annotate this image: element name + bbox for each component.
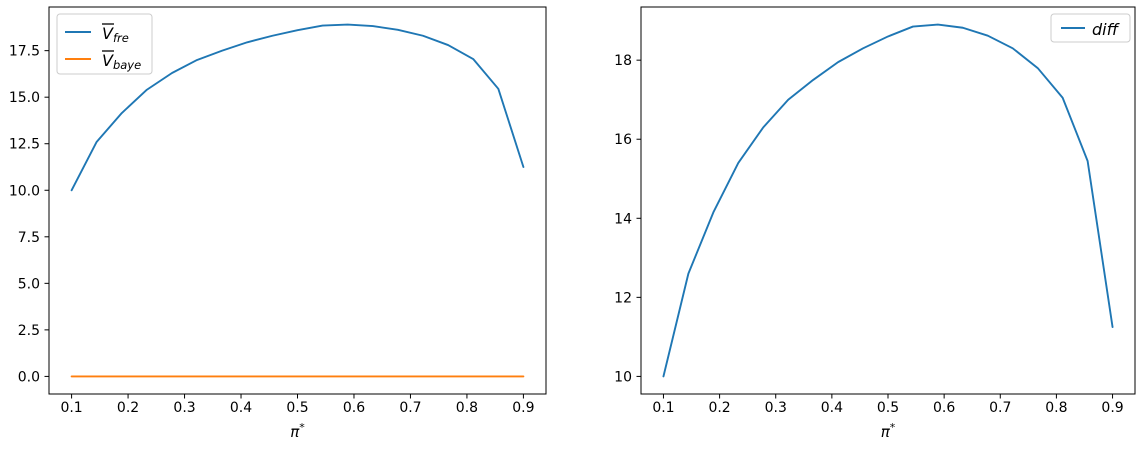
y-tick-label: 16 bbox=[614, 132, 632, 148]
legend: diff bbox=[1050, 13, 1131, 43]
y-tick-label: 12 bbox=[614, 290, 632, 306]
series-line-diff bbox=[662, 23, 1114, 378]
y-tick-label: 14 bbox=[614, 211, 632, 227]
x-axis-label: π* bbox=[290, 421, 305, 441]
y-tick-label: 18 bbox=[614, 53, 632, 69]
x-tick-label: 0.6 bbox=[933, 400, 955, 416]
x-tick-label: 0.3 bbox=[173, 400, 195, 416]
y-tick-label: 7.5 bbox=[18, 230, 40, 246]
x-tick-label: 0.5 bbox=[877, 400, 899, 416]
x-tick-label: 0.3 bbox=[765, 400, 787, 416]
y-tick-label: 10.0 bbox=[9, 183, 40, 199]
x-tick-label: 0.7 bbox=[399, 400, 421, 416]
y-tick-label: 0.0 bbox=[18, 369, 40, 385]
x-tick-label: 0.1 bbox=[652, 400, 674, 416]
x-tick-label: 0.1 bbox=[60, 400, 82, 416]
legend-box bbox=[1050, 13, 1131, 43]
y-tick-label: 12.5 bbox=[9, 137, 40, 153]
x-tick-label: 0.9 bbox=[1101, 400, 1123, 416]
x-tick-label: 0.4 bbox=[230, 400, 252, 416]
y-tick-label: 2.5 bbox=[18, 323, 40, 339]
x-tick-label: 0.8 bbox=[1045, 400, 1067, 416]
y-tick-label: 5.0 bbox=[18, 276, 40, 292]
x-tick-label: 0.2 bbox=[117, 400, 139, 416]
x-tick-label: 0.2 bbox=[708, 400, 730, 416]
plot-border bbox=[640, 6, 1136, 395]
y-tick-label: 17.5 bbox=[9, 44, 40, 60]
y-tick-label: 10 bbox=[614, 369, 632, 385]
x-axis-label: π* bbox=[881, 421, 896, 441]
y-tick-label: 15.0 bbox=[9, 90, 40, 106]
value-comparison-chart: 0.1 0.2 0.3 0.4 0.5 0.6 0.7 0.8 0.9 0.0 2.5 5.0 7.5 1… bbox=[9, 6, 547, 441]
series-line-V_fre bbox=[70, 23, 525, 192]
x-tick-label: 0.9 bbox=[512, 400, 534, 416]
x-tick-label: 0.8 bbox=[456, 400, 478, 416]
x-tick-label: 0.6 bbox=[343, 400, 365, 416]
x-tick-label: 0.5 bbox=[286, 400, 308, 416]
x-tick-label: 0.4 bbox=[821, 400, 843, 416]
difference-chart: 0.1 0.2 0.3 0.4 0.5 0.6 0.7 0.8 0.9 10 12 14 16 18 π* d… bbox=[614, 6, 1136, 441]
legend-label-diff: diff bbox=[1092, 20, 1121, 39]
x-tick-label: 0.7 bbox=[989, 400, 1011, 416]
